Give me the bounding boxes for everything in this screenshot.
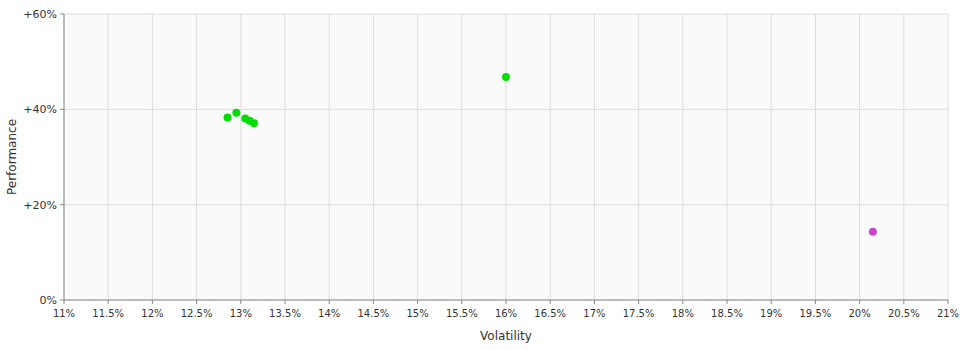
point bbox=[502, 73, 510, 81]
y-tick-label: +60% bbox=[23, 8, 57, 21]
x-tick-label: 18.5% bbox=[711, 308, 743, 319]
x-tick-label: 12% bbox=[141, 308, 163, 319]
plot-area bbox=[64, 14, 948, 300]
x-grid-line bbox=[240, 14, 241, 300]
x-axis-line bbox=[64, 300, 948, 301]
x-tick bbox=[903, 300, 904, 304]
x-tick-label: 18% bbox=[672, 308, 694, 319]
x-tick-label: 17.5% bbox=[623, 308, 655, 319]
x-grid-line bbox=[594, 14, 595, 300]
y-tick bbox=[60, 14, 64, 15]
x-tick bbox=[506, 300, 507, 304]
x-tick bbox=[594, 300, 595, 304]
x-tick bbox=[64, 300, 65, 304]
y-axis-label: Performance bbox=[5, 119, 19, 195]
x-tick bbox=[373, 300, 374, 304]
point bbox=[224, 113, 232, 121]
x-grid-line bbox=[948, 14, 949, 300]
x-tick bbox=[152, 300, 153, 304]
grid bbox=[64, 14, 948, 300]
x-grid-line bbox=[329, 14, 330, 300]
x-tick-label: 20.5% bbox=[888, 308, 920, 319]
x-tick-label: 16.5% bbox=[534, 308, 566, 319]
x-tick bbox=[682, 300, 683, 304]
x-tick-label: 14.5% bbox=[358, 308, 390, 319]
x-tick bbox=[240, 300, 241, 304]
x-tick-label: 16% bbox=[495, 308, 517, 319]
x-grid-line bbox=[108, 14, 109, 300]
x-grid-line bbox=[638, 14, 639, 300]
x-grid-line bbox=[373, 14, 374, 300]
y-grid-line bbox=[64, 204, 948, 205]
x-tick-label: 15.5% bbox=[446, 308, 478, 319]
x-grid-line bbox=[417, 14, 418, 300]
x-grid-line bbox=[682, 14, 683, 300]
x-grid-line bbox=[196, 14, 197, 300]
x-axis-label: Volatility bbox=[480, 329, 532, 343]
y-grid-line bbox=[64, 109, 948, 110]
x-tick-label: 11% bbox=[53, 308, 75, 319]
x-tick bbox=[196, 300, 197, 304]
x-grid-line bbox=[550, 14, 551, 300]
point bbox=[232, 109, 240, 117]
y-axis-line bbox=[64, 14, 65, 300]
x-tick-label: 13% bbox=[230, 308, 252, 319]
x-tick-label: 15% bbox=[406, 308, 428, 319]
x-grid-line bbox=[152, 14, 153, 300]
x-tick-label: 21% bbox=[937, 308, 959, 319]
y-tick bbox=[60, 204, 64, 205]
x-tick bbox=[417, 300, 418, 304]
chart: 11% 11.5% 12% 12.5% 13% 13.5% 14% 14.5% 15% 15.5%… bbox=[0, 0, 966, 350]
x-tick bbox=[108, 300, 109, 304]
point bbox=[869, 228, 877, 236]
x-tick-label: 17% bbox=[583, 308, 605, 319]
x-grid-line bbox=[771, 14, 772, 300]
x-tick bbox=[859, 300, 860, 304]
series bbox=[869, 228, 877, 236]
x-tick-label: 14% bbox=[318, 308, 340, 319]
x-tick bbox=[815, 300, 816, 304]
y-tick-label: 0% bbox=[40, 294, 57, 307]
y-tick-label: +40% bbox=[23, 103, 57, 116]
x-tick bbox=[550, 300, 551, 304]
y-tick bbox=[60, 109, 64, 110]
series bbox=[224, 73, 510, 127]
x-grid-line bbox=[64, 14, 65, 300]
x-tick bbox=[461, 300, 462, 304]
y-tick-label: +20% bbox=[23, 199, 57, 212]
x-grid-line bbox=[903, 14, 904, 300]
x-grid-line bbox=[461, 14, 462, 300]
x-grid-line bbox=[859, 14, 860, 300]
x-tick-label: 19.5% bbox=[800, 308, 832, 319]
x-grid-line bbox=[727, 14, 728, 300]
x-tick-label: 12.5% bbox=[181, 308, 213, 319]
x-grid-line bbox=[506, 14, 507, 300]
y-grid-line bbox=[64, 14, 948, 15]
x-tick bbox=[638, 300, 639, 304]
x-tick-label: 20% bbox=[848, 308, 870, 319]
x-tick bbox=[948, 300, 949, 304]
x-tick bbox=[329, 300, 330, 304]
axes: 11% 11.5% 12% 12.5% 13% 13.5% 14% 14.5% 15% 15.5%… bbox=[23, 8, 959, 319]
x-tick-label: 11.5% bbox=[92, 308, 124, 319]
x-tick-label: 13.5% bbox=[269, 308, 301, 319]
page: {"chart_data": {"type": "scatter", "xlab… bbox=[0, 0, 966, 350]
x-grid-line bbox=[285, 14, 286, 300]
y-grid-line bbox=[64, 300, 948, 301]
points bbox=[224, 73, 877, 236]
x-grid-line bbox=[815, 14, 816, 300]
x-tick bbox=[727, 300, 728, 304]
x-tick bbox=[771, 300, 772, 304]
point bbox=[250, 119, 258, 127]
x-tick bbox=[285, 300, 286, 304]
x-tick-label: 19% bbox=[760, 308, 782, 319]
y-tick bbox=[60, 300, 64, 301]
